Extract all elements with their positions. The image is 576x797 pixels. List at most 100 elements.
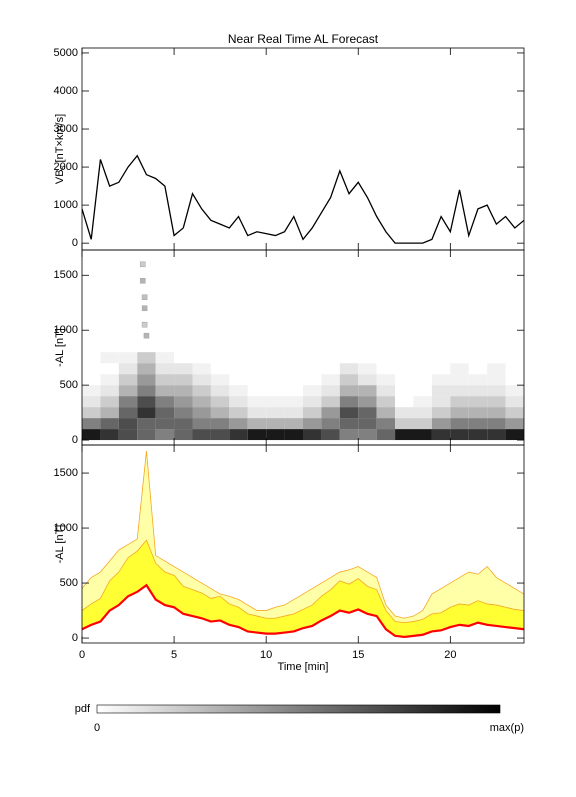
colorbar-max-label: max(p) xyxy=(490,722,524,734)
pdf-cell xyxy=(450,374,469,386)
pdf-cell xyxy=(229,374,248,386)
pdf-cell xyxy=(247,418,267,430)
pdf-cell xyxy=(303,385,322,397)
pdf-cell xyxy=(210,374,230,386)
pdf-cell xyxy=(358,396,377,408)
pdf-cell xyxy=(192,385,211,397)
pdf-cell xyxy=(487,418,506,430)
pdf-cell xyxy=(266,429,285,441)
pdf-cell xyxy=(487,385,506,397)
pdf-cell xyxy=(155,407,175,419)
pdf-cell xyxy=(210,363,230,375)
y-tick-label: 500 xyxy=(60,379,78,391)
pdf-cell xyxy=(468,374,488,386)
pdf-cell xyxy=(468,407,488,419)
y-tick-label: 500 xyxy=(60,577,78,589)
plot-area xyxy=(82,261,524,441)
pdf-cell xyxy=(210,396,230,408)
pdf-cell xyxy=(376,363,396,375)
pdf-cell xyxy=(376,429,396,441)
pdf-cell xyxy=(376,385,396,397)
pdf-cell xyxy=(155,352,175,364)
pdf-cell xyxy=(82,374,101,386)
y-tick-label: 5000 xyxy=(54,47,78,59)
pdf-cell xyxy=(431,374,451,386)
pdf-cell xyxy=(431,385,451,397)
pdf-cell xyxy=(321,385,340,397)
axes-frame xyxy=(81,444,525,644)
pdf-cell xyxy=(100,429,119,441)
pdf-cell xyxy=(431,396,451,408)
pdf-cell xyxy=(321,418,340,430)
pdf-cell xyxy=(229,429,248,441)
pdf-cell xyxy=(82,418,101,430)
pdf-cell xyxy=(82,385,101,397)
pdf-cell xyxy=(303,363,322,375)
pdf-cell xyxy=(395,429,414,441)
pdf-cell xyxy=(358,429,377,441)
pdf-cell xyxy=(137,429,156,441)
pdf-cell xyxy=(118,385,138,397)
pdf-cell xyxy=(137,418,156,430)
pdf-cell xyxy=(229,363,248,375)
y-tick-label: 3000 xyxy=(54,123,78,135)
pdf-cell xyxy=(321,407,340,419)
pdf-cell xyxy=(505,363,524,375)
pdf-cell xyxy=(247,352,267,364)
x-tick-label: 20 xyxy=(444,649,456,661)
pdf-cell xyxy=(82,396,101,408)
pdf-cell xyxy=(284,352,303,364)
y-tick-label: 2000 xyxy=(54,161,78,173)
pdf-cell xyxy=(210,429,230,441)
pdf-cell xyxy=(358,374,377,386)
pdf-cell xyxy=(155,429,175,441)
pdf-cell xyxy=(468,396,488,408)
pdf-cell xyxy=(413,385,432,397)
pdf-cell xyxy=(210,418,230,430)
y-tick-label: 4000 xyxy=(54,85,78,97)
y-tick-label: 0 xyxy=(72,632,78,644)
pdf-cell xyxy=(229,396,248,408)
pdf-cell xyxy=(413,352,432,364)
pdf-cell xyxy=(284,385,303,397)
pdf-cell xyxy=(468,385,488,397)
pdf-cell xyxy=(376,352,396,364)
pdf-cell xyxy=(358,418,377,430)
pdf-cell xyxy=(376,396,396,408)
pdf-cell xyxy=(450,418,469,430)
pdf-cell xyxy=(468,363,488,375)
pdf-cell xyxy=(82,352,101,364)
pdf-cell xyxy=(247,396,267,408)
y-tick-label: 1000 xyxy=(54,199,78,211)
band-edge xyxy=(82,539,524,624)
pdf-cell xyxy=(247,374,267,386)
pdf-cell xyxy=(487,429,506,441)
pdf-cell xyxy=(431,429,451,441)
pdf-cell xyxy=(303,396,322,408)
pdf-cell xyxy=(376,374,396,386)
pdf-cell xyxy=(413,363,432,375)
pdf-cell xyxy=(266,374,285,386)
pdf-cell xyxy=(155,374,175,386)
pdf-cell xyxy=(118,363,138,375)
pdf-cell xyxy=(100,385,119,397)
pdf-cell xyxy=(487,396,506,408)
colorbar-min-label: 0 xyxy=(94,722,100,734)
pdf-cell xyxy=(229,418,248,430)
pdf-cell xyxy=(468,418,488,430)
pdf-cell xyxy=(339,418,359,430)
pdf-cell xyxy=(468,429,488,441)
pdf-cell xyxy=(174,418,193,430)
y-axis-label: VBs [nT×km/s] xyxy=(54,114,67,184)
pdf-cell xyxy=(155,363,175,375)
pdf-cell xyxy=(118,374,138,386)
pdf-cell xyxy=(303,429,322,441)
pdf-cell xyxy=(100,407,119,419)
pdf-cell xyxy=(395,407,414,419)
pdf-cell xyxy=(174,352,193,364)
data-line xyxy=(82,154,524,244)
pdf-cell xyxy=(376,407,396,419)
pdf-cell xyxy=(487,363,506,375)
